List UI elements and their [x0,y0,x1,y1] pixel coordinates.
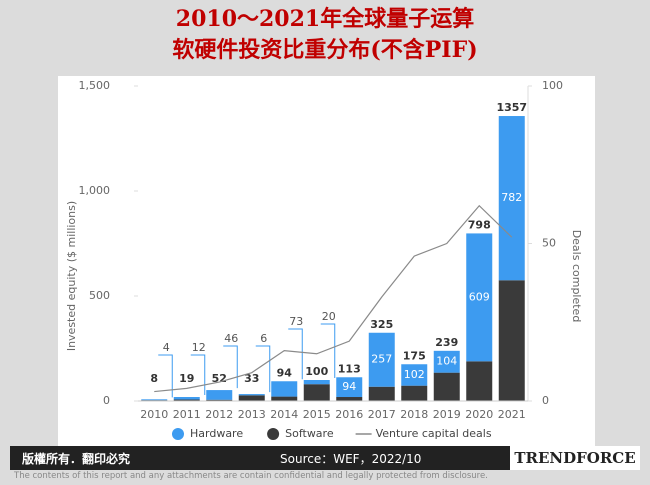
x-tick-label: 2016 [335,408,363,421]
legend-label: Software [285,427,334,440]
bar-software [368,386,395,401]
total-label: 8 [150,372,158,385]
bar-hardware [433,350,460,373]
bar-software [498,280,525,401]
bar-hardware [238,394,265,396]
bar-hardware [466,233,493,362]
total-label: 325 [370,318,393,331]
total-label: 239 [435,336,458,349]
bar-hardware [303,380,330,385]
x-tick-label: 2017 [368,408,396,421]
total-label: 33 [244,372,259,385]
bar-hardware [368,332,395,387]
legend-label: Venture capital deals [376,427,492,440]
deals-line [154,204,513,393]
bar-software [336,397,363,401]
hardware-label: 102 [404,368,425,381]
x-tick-label: 2015 [303,408,331,421]
bar-hardware [141,399,168,401]
chart-area: Invested equity ($ millions) Deals compl… [58,76,595,446]
bracket [190,354,206,396]
bar-software [401,385,428,401]
bracket [158,354,173,398]
total-label: 113 [338,362,361,375]
hardware-label: 94 [342,380,356,393]
y-tick-label: 0 [103,394,110,407]
x-tick-label: 2021 [498,408,526,421]
bar-hardware [336,377,363,398]
disclaimer: The contents of this report and any atta… [14,471,488,481]
x-tick-label: 2014 [270,408,298,421]
total-label: 798 [468,218,491,231]
bar-software [173,399,200,401]
hardware-label: 6 [260,332,267,345]
total-label: 175 [403,349,426,362]
x-tick-label: 2019 [433,408,461,421]
y-tick-label: 500 [89,289,110,302]
source: Source：WEF，2022/10 [280,452,422,466]
y-tick-label: 1,500 [79,79,111,92]
chart: Invested equity ($ millions) Deals compl… [65,79,583,440]
x-tick-label: 2018 [400,408,428,421]
bar-software [238,395,265,401]
total-label: 100 [305,365,328,378]
hardware-label: 73 [289,315,303,328]
bar-hardware [271,381,298,397]
hardware-label: 46 [224,332,238,345]
total-label: 1357 [496,101,527,114]
bar-hardware [206,390,233,400]
y2-axis-label: Deals completed [570,230,583,323]
legend-label: Hardware [190,427,243,440]
hardware-label: 609 [469,290,490,303]
bracket [255,345,271,393]
total-label: 52 [212,372,227,385]
y2-tick-label: 0 [542,394,549,407]
x-tick-label: 2010 [140,408,168,421]
bar-hardware [498,116,525,281]
y-tick-label: 1,000 [79,184,111,197]
title-line: 软硬件投资比重分布(不含PIF) [172,37,478,63]
bar-software [466,361,493,401]
x-tick-label: 2013 [238,408,266,421]
copyright: 版權所有．翻印必究 [22,452,131,466]
bracket [223,345,238,389]
legend-swatch [267,428,280,440]
bracket [288,328,303,380]
total-label: 94 [277,366,293,379]
legend-swatch [172,428,184,440]
title-line: 2010～2021年全球量子运算 [175,6,475,32]
x-tick-label: 2011 [173,408,201,421]
bar-hardware [173,397,200,400]
x-tick-label: 2020 [465,408,493,421]
hardware-label: 104 [436,355,457,368]
bar-hardware [401,364,428,386]
x-tick-label: 2012 [205,408,233,421]
total-label: 19 [179,372,194,385]
hardware-label: 782 [501,191,522,204]
hardware-label: 12 [192,341,206,354]
hardware-label: 257 [371,353,392,366]
y2-tick-label: 100 [542,79,563,92]
bar-software [206,399,233,401]
bar-software [303,384,330,401]
y2-tick-label: 50 [542,237,556,250]
title: 2010～2021年全球量子运算 软硬件投资比重分布(不含PIF) [0,4,650,66]
hardware-label: 20 [322,310,336,323]
bar-software [271,396,298,401]
brand: TRENDFORCE [510,446,640,470]
bracket [320,323,336,378]
bar-software [433,372,460,401]
y-axis-label: Invested equity ($ millions) [65,201,78,351]
footer: 版權所有．翻印必究 Source：WEF，2022/10 TRENDFORCE [10,446,640,470]
hardware-label: 4 [163,341,170,354]
